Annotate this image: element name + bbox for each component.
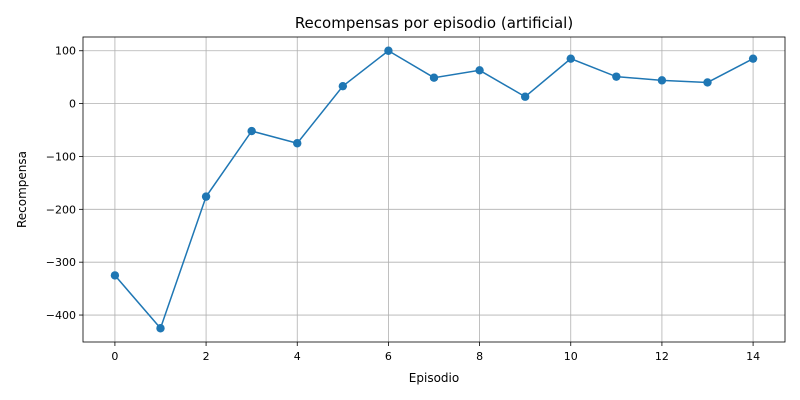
- y-tick-label: −100: [46, 150, 76, 163]
- x-tick-label: 14: [746, 350, 760, 363]
- data-point: [201, 192, 211, 201]
- ticks: 0 2 4 6 8 10 12 14 −400 −300 −200 −100 0 100: [46, 45, 760, 363]
- data-point: [429, 73, 439, 82]
- data-point: [612, 72, 621, 81]
- x-tick-label: 8: [476, 350, 483, 363]
- data-point: [703, 78, 712, 87]
- y-axis-label: Recompensa: [15, 151, 29, 228]
- x-tick-label: 2: [203, 350, 210, 363]
- x-tick-label: 10: [564, 350, 578, 363]
- y-tick-label: −200: [46, 203, 76, 216]
- y-tick-label: −400: [46, 309, 76, 322]
- data-point: [748, 54, 758, 63]
- data-point: [384, 46, 393, 55]
- data-point: [520, 92, 530, 101]
- data-point: [247, 126, 256, 136]
- y-tick-label: 0: [69, 98, 76, 111]
- x-tick-label: 6: [385, 350, 392, 363]
- x-tick-label: 0: [111, 350, 118, 363]
- data-point: [566, 54, 575, 63]
- data-point: [293, 139, 302, 148]
- data-point: [475, 66, 484, 75]
- plot-frame: [82, 36, 786, 343]
- y-tick-label: 100: [55, 45, 76, 58]
- chart-title: Recompensas por episodio (artificial): [295, 14, 573, 32]
- x-axis-label: Episodio: [409, 371, 459, 385]
- data-point: [338, 81, 348, 91]
- data-point: [110, 271, 120, 280]
- x-tick-label: 12: [655, 350, 669, 363]
- x-tick-label: 4: [294, 350, 301, 363]
- grid: [83, 37, 785, 342]
- series-line: [114, 49, 754, 330]
- data-point: [156, 324, 165, 333]
- series-layer: [110, 46, 758, 333]
- y-tick-label: −300: [46, 256, 76, 269]
- data-point: [657, 76, 667, 85]
